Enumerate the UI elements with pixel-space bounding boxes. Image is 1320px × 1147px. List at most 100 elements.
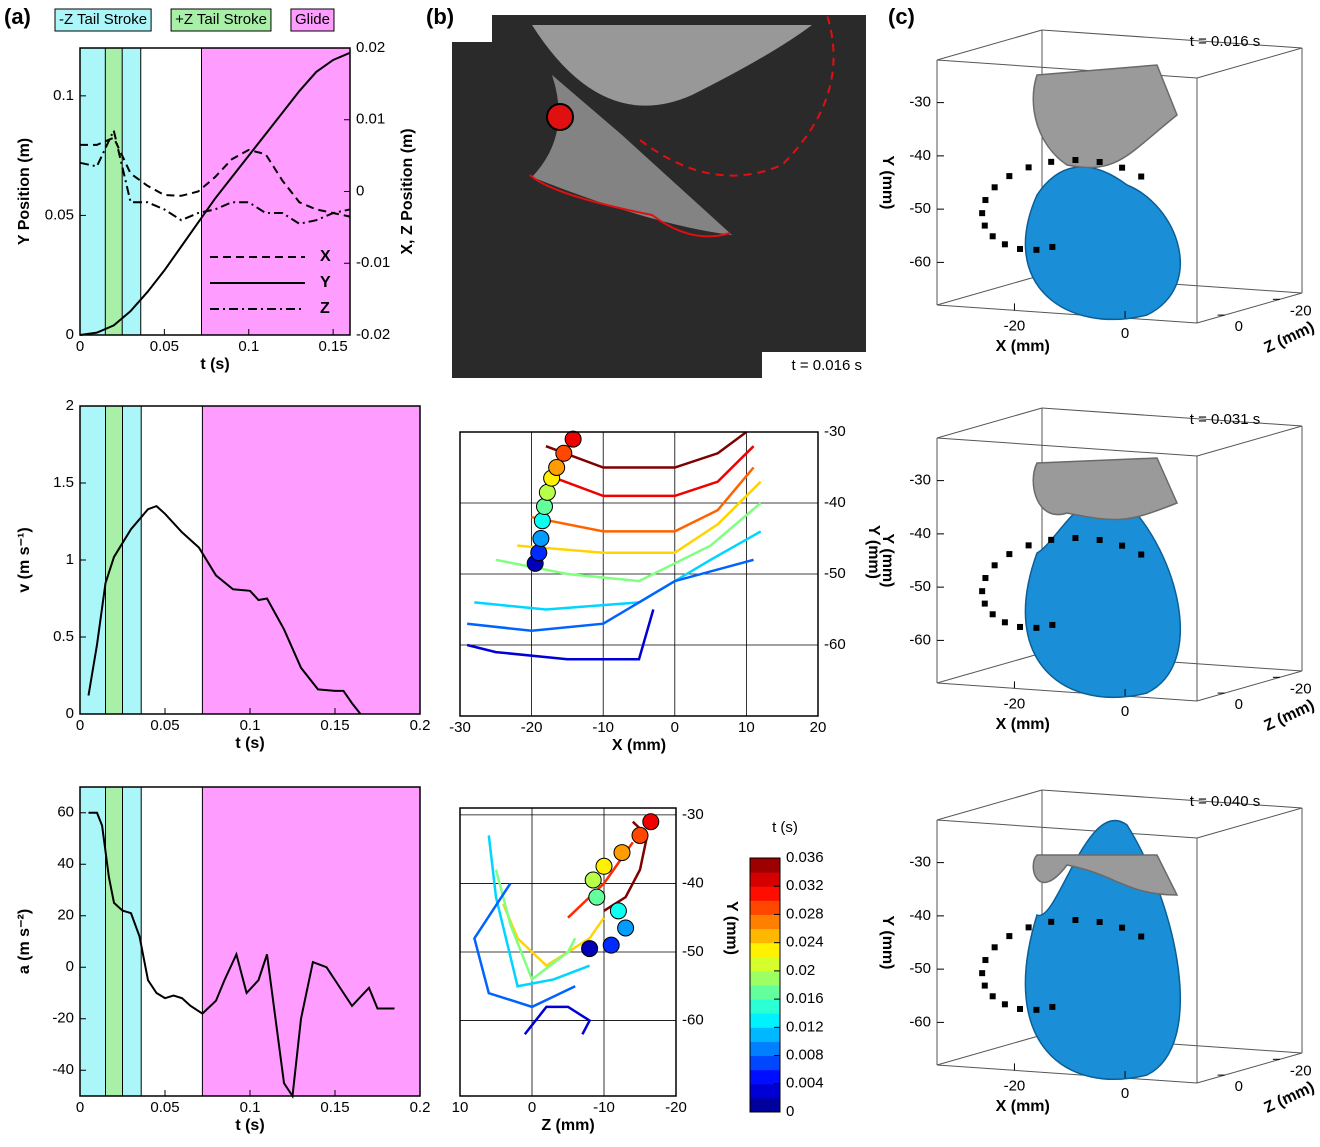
y-tick-label: -40 [909, 907, 931, 924]
colorbar-step [750, 985, 780, 1000]
y-axis-label: Y Position (m) [16, 138, 33, 245]
streak-line [545, 430, 748, 469]
box-edge [936, 1034, 1043, 1066]
x-axis-label: X (mm) [612, 737, 666, 754]
x-tick-label: 0 [76, 338, 84, 355]
x-tick-label: -10 [592, 719, 614, 736]
trajectory-marker [1025, 924, 1032, 931]
z-tick-label: -20 [1290, 302, 1312, 319]
colorbar-step [750, 858, 780, 873]
colorbar-step [750, 900, 780, 915]
trajectory-marker [1048, 918, 1055, 925]
x-tick-label: -20 [521, 719, 543, 736]
trajectory-marker [1072, 157, 1079, 164]
trajectory-marker [1025, 164, 1032, 171]
trajectory-marker [982, 957, 989, 964]
x-axis-label: t (s) [200, 356, 229, 373]
z-tick-label: 0 [1235, 318, 1243, 335]
colorbar-step [750, 1083, 780, 1099]
x-tick-label: 0.15 [320, 717, 349, 734]
fin-outline [529, 174, 731, 238]
colorbar-step [750, 942, 780, 958]
phase-span [201, 47, 351, 336]
y-tick-label: -40 [909, 525, 931, 542]
y-tick-label: -50 [682, 943, 704, 960]
streak-line [531, 466, 755, 533]
annotation: t = 0.016 s [792, 357, 862, 374]
x-tick-label: -30 [449, 719, 471, 736]
colorbar-tick-label: 0.008 [786, 1047, 824, 1064]
trajectory-marker [1096, 159, 1103, 166]
box-edge [936, 437, 1198, 457]
x-axis-label: X (mm) [996, 1098, 1050, 1115]
legend-label: Y [320, 274, 331, 291]
plot-title: t = 0.016 s [1190, 33, 1260, 50]
y-tick-label: -40 [52, 1061, 74, 1078]
y-tick-label: -60 [682, 1012, 704, 1029]
phase-label: -Z Tail Stroke [59, 11, 147, 28]
y-tick-label: 0 [66, 958, 74, 975]
trajectory-marker [1001, 241, 1008, 248]
streak-line [473, 882, 576, 1009]
streak-line [502, 903, 606, 968]
vortex-blue [1024, 494, 1181, 698]
y-axis-label: Y (mm) [879, 534, 896, 588]
panel-label-bg [422, 0, 492, 42]
panel-label: (b) [426, 4, 454, 29]
x-tick-label: 0 [76, 1099, 84, 1116]
x-tick-label: 0 [1121, 703, 1129, 720]
fish-fin [532, 75, 732, 235]
box-edge [1196, 425, 1303, 457]
colorbar-step [750, 928, 780, 944]
phase-key [54, 8, 152, 32]
tracked-point [609, 902, 627, 920]
y-axis-label: Y (mm) [879, 156, 896, 210]
colorbar-step [750, 1041, 780, 1057]
y-tick-label: 2 [66, 397, 74, 414]
trajectory-marker [1025, 542, 1032, 549]
y-tick-label: -30 [682, 806, 704, 823]
tracked-point [613, 844, 631, 862]
colorbar-tick-label: 0.024 [786, 934, 824, 951]
colorbar-step [750, 1027, 780, 1042]
colorbar-step [750, 1055, 780, 1071]
y2-axis-label: X, Z Position (m) [399, 128, 416, 254]
x-tick-label: 0.05 [150, 1099, 179, 1116]
trajectory-marker [1048, 158, 1055, 165]
x-axis-label: t (s) [235, 735, 264, 752]
x-tick-label: 0.05 [150, 338, 179, 355]
x-tick-label: 0.15 [320, 1099, 349, 1116]
box-edge [936, 274, 1043, 306]
tracked-point [548, 459, 566, 476]
phase-span [104, 47, 123, 336]
phase-key [170, 8, 272, 32]
x-tick-label: 0.05 [150, 717, 179, 734]
box-edge [1196, 47, 1303, 79]
box-edge [936, 682, 1198, 702]
plot-frame [459, 807, 677, 1097]
trajectory-marker [1006, 933, 1013, 940]
box-edge [1196, 670, 1303, 702]
colorbar-step [750, 886, 780, 901]
trajectory-marker [1138, 173, 1145, 180]
colorbar-tick-label: 0.032 [786, 877, 824, 894]
x-axis-label: X (mm) [996, 338, 1050, 355]
trajectory-marker [1072, 535, 1079, 542]
trajectory-marker [989, 611, 996, 618]
trajectory-marker [979, 210, 986, 217]
x-axis-label: t (s) [235, 1117, 264, 1134]
y-tick-label: 0.1 [53, 87, 74, 104]
tracked-point [642, 813, 660, 831]
y-axis-label: Y (mm) [865, 525, 882, 579]
y-tick-label: 40 [57, 855, 74, 872]
trajectory-marker [1049, 1003, 1056, 1010]
y-tick-label: -40 [909, 147, 931, 164]
legend-label: Z [320, 300, 330, 317]
trajectory-marker [1033, 1006, 1040, 1013]
box-edge [936, 789, 1043, 821]
series-line [87, 504, 362, 715]
fin-outline-dashed [639, 14, 835, 177]
y-tick-label: 1 [66, 551, 74, 568]
y-tick-label: -30 [909, 472, 931, 489]
trajectory-marker [1096, 919, 1103, 926]
